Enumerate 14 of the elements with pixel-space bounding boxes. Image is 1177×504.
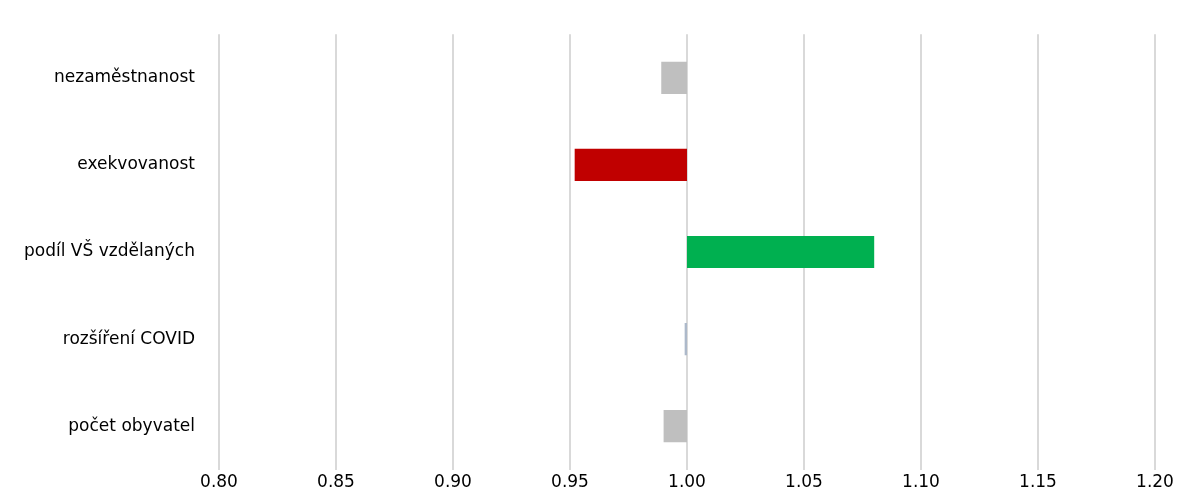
y-tick-label: podíl VŠ vzdělaných (23, 239, 195, 261)
x-tick-label: 1.20 (1136, 471, 1174, 492)
y-tick-label: nezaměstnanost (53, 66, 196, 87)
y-tick-label: počet obyvatel (68, 414, 195, 435)
x-tick-label: 1.15 (1019, 471, 1057, 492)
y-tick-label: rozšíření COVID (62, 327, 195, 348)
x-tick-label: 1.05 (785, 471, 823, 492)
x-tick-label: 0.90 (434, 471, 472, 492)
y-tick-label: exekvovanost (77, 153, 196, 174)
x-tick-label: 0.80 (200, 471, 238, 492)
x-tick-label: 1.10 (902, 471, 940, 492)
x-tick-label: 0.85 (317, 471, 355, 492)
x-tick-label: 0.95 (551, 471, 589, 492)
x-tick-label: 1.00 (668, 471, 706, 492)
